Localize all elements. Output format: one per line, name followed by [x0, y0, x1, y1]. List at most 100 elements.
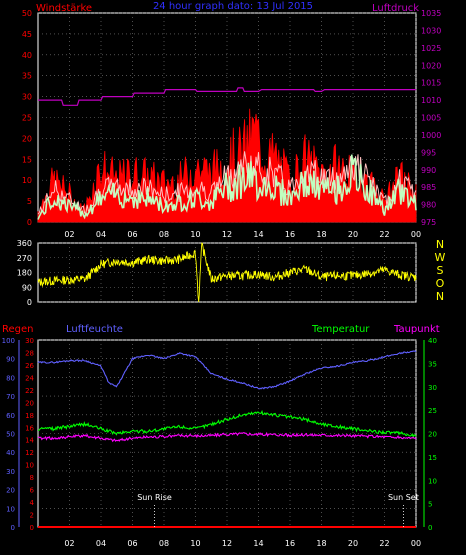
- x-tick-label: 00: [411, 539, 421, 548]
- rain-tick-label: 22: [25, 387, 34, 395]
- x-tick-label: 14: [253, 539, 263, 548]
- rain-tick-label: 12: [25, 449, 34, 457]
- humidity-tick-label: 100: [2, 337, 15, 345]
- pressure-tick-label: 990: [421, 166, 436, 175]
- pressure-tick-label: 1000: [421, 131, 441, 140]
- humidity-tick-label: 0: [11, 524, 15, 532]
- chart-title: 24 hour graph dato: 13 Jul 2015: [153, 1, 313, 12]
- compass-letter: W: [435, 251, 446, 264]
- pressure-tick-label: 1005: [421, 114, 441, 123]
- x-tick-label: 02: [64, 539, 74, 548]
- wind-tick-label: 25: [22, 114, 32, 123]
- x-tick-label: 12: [222, 539, 232, 548]
- wind-tick-label: 35: [22, 72, 32, 81]
- rain-tick-label: 18: [25, 412, 34, 420]
- compass-letter: S: [437, 264, 444, 277]
- temperature-axis-label: Temperatur: [311, 324, 370, 335]
- humidity-tick-label: 10: [6, 505, 15, 513]
- direction-tick-label: 180: [17, 269, 32, 278]
- x-tick-label: 20: [348, 539, 358, 548]
- humidity-tick-label: 60: [6, 412, 15, 420]
- rain-tick-label: 24: [25, 374, 34, 382]
- dewpoint-series: [37, 431, 417, 443]
- rain-tick-label: 26: [25, 362, 34, 370]
- humidity-tick-label: 30: [6, 468, 15, 476]
- humidity-tick-label: 90: [6, 356, 15, 364]
- compass-letter: N: [436, 290, 444, 303]
- pressure-tick-label: 1030: [421, 26, 441, 35]
- wind-tick-label: 50: [22, 9, 32, 18]
- x-tick-label: 06: [127, 539, 137, 548]
- wind-tick-label: 0: [27, 218, 32, 227]
- temperature-tick-label: 10: [428, 477, 437, 485]
- humidity-tick-label: 40: [6, 449, 15, 457]
- rain-tick-label: 8: [30, 474, 34, 482]
- x-tick-label: 22: [379, 230, 389, 239]
- temperature-tick-label: 5: [428, 501, 432, 509]
- pressure-tick-label: 975: [421, 218, 436, 227]
- temperature-tick-label: 30: [428, 384, 437, 392]
- x-tick-label: 00: [411, 230, 421, 239]
- direction-tick-label: 270: [17, 254, 32, 263]
- wind-avg-series: [37, 154, 417, 220]
- direction-tick-label: 0: [27, 298, 32, 307]
- humidity-axis-label: Luftfeuchte: [66, 324, 123, 335]
- temperature-tick-label: 40: [428, 337, 437, 345]
- temperature-series: [38, 409, 417, 439]
- wind-tick-label: 45: [22, 30, 32, 39]
- pressure-tick-label: 1020: [421, 61, 441, 70]
- sun-marker-label: Sun Rise: [137, 493, 172, 502]
- rain-tick-label: 2: [30, 512, 34, 520]
- humidity-tick-label: 80: [6, 374, 15, 382]
- compass-letter: O: [436, 277, 445, 290]
- x-tick-label: 16: [285, 539, 295, 548]
- rain-tick-label: 4: [30, 499, 35, 507]
- pressure-tick-label: 1025: [421, 44, 441, 53]
- compass-letter: N: [436, 238, 444, 251]
- pressure-tick-label: 1010: [421, 96, 441, 105]
- temperature-tick-label: 25: [428, 407, 437, 415]
- temperature-tick-label: 35: [428, 360, 437, 368]
- rain-tick-label: 10: [25, 462, 34, 470]
- x-tick-label: 02: [64, 230, 74, 239]
- pressure-axis-label: Luftdruck: [372, 3, 419, 14]
- pressure-series: [38, 87, 416, 106]
- x-tick-label: 18: [316, 230, 326, 239]
- wind-axis-label: Windstärke: [36, 3, 92, 14]
- temperature-tick-label: 20: [428, 431, 437, 439]
- rain-tick-label: 0: [30, 524, 34, 532]
- rain-tick-label: 28: [25, 349, 34, 357]
- x-tick-label: 04: [96, 539, 106, 548]
- wind-tick-label: 5: [27, 197, 32, 206]
- x-tick-label: 14: [253, 230, 263, 239]
- rain-tick-label: 6: [30, 487, 35, 495]
- wind-tick-label: 30: [22, 93, 32, 102]
- pressure-tick-label: 980: [421, 201, 436, 210]
- rain-tick-label: 20: [25, 399, 34, 407]
- x-tick-label: 12: [222, 230, 232, 239]
- x-tick-label: 10: [190, 539, 200, 548]
- x-tick-label: 06: [127, 230, 137, 239]
- pressure-tick-label: 995: [421, 148, 436, 157]
- wind-tick-label: 40: [22, 51, 32, 60]
- direction-tick-label: 90: [22, 283, 32, 292]
- pressure-tick-label: 1035: [421, 9, 441, 18]
- wind-tick-label: 10: [22, 176, 32, 185]
- humidity-tick-label: 20: [6, 487, 15, 495]
- x-tick-label: 04: [96, 230, 106, 239]
- wind-tick-label: 20: [22, 134, 32, 143]
- x-tick-label: 22: [379, 539, 389, 548]
- humidity-tick-label: 50: [6, 431, 15, 439]
- sun-marker-label: Sun Set: [388, 493, 419, 502]
- rain-axis-label: Regen: [2, 324, 34, 335]
- dewpoint-axis-label: Taupunkt: [393, 324, 440, 335]
- humidity-tick-label: 70: [6, 393, 15, 401]
- rain-tick-label: 16: [25, 424, 34, 432]
- wind-tick-label: 15: [22, 155, 32, 164]
- wind-direction-series: [37, 242, 417, 302]
- direction-tick-label: 360: [17, 239, 32, 248]
- x-tick-label: 08: [159, 539, 169, 548]
- x-tick-label: 08: [159, 230, 169, 239]
